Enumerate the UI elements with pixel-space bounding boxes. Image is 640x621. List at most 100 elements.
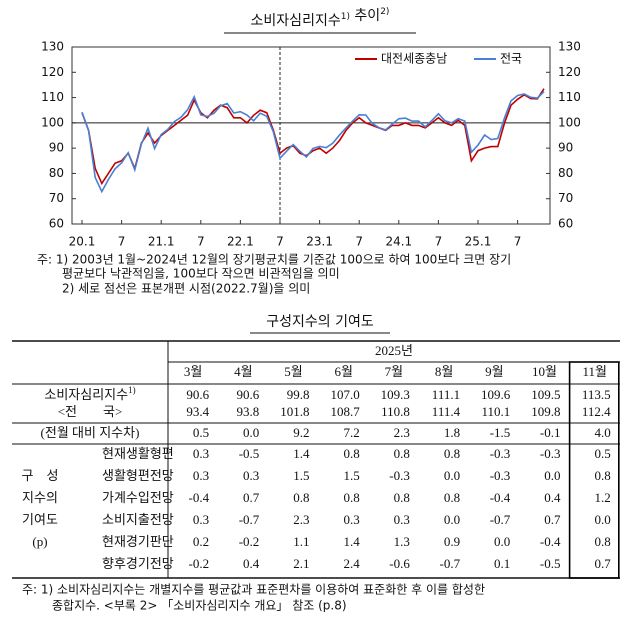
cell: 0.8 <box>594 468 610 483</box>
cell: 0.4 <box>544 490 561 505</box>
month-header: 11월 <box>582 364 606 379</box>
cell: 0.8 <box>594 534 610 549</box>
group-label: 지수의 <box>22 490 58 505</box>
cell: 93.4 <box>186 404 209 419</box>
cell: -0.7 <box>239 512 260 527</box>
cell: 1.4 <box>343 534 360 549</box>
table-title: 구성지수의 기여도 <box>266 314 374 330</box>
cell: 101.8 <box>280 404 309 419</box>
year-header: 2025년 <box>375 343 413 358</box>
cell: -0.2 <box>189 556 210 571</box>
cell: 110.8 <box>381 404 410 419</box>
y2-tick-label: 130 <box>558 40 581 54</box>
row-label: <전 국> <box>58 404 123 419</box>
cell: 1.2 <box>594 490 610 505</box>
x-tick-label: 7 <box>435 235 443 249</box>
month-header: 6월 <box>334 364 352 379</box>
x-tick-label: 7 <box>118 235 126 249</box>
cell: 0.8 <box>343 446 359 461</box>
chart-title: 소비자심리지수1) 추이2) <box>251 7 390 30</box>
y-tick-label: 110 <box>41 90 64 104</box>
cell: 0.0 <box>494 534 510 549</box>
series-line <box>81 90 545 194</box>
cell: 111.4 <box>432 404 461 419</box>
cell: 1.4 <box>293 446 310 461</box>
month-header: 8월 <box>435 364 453 379</box>
cell: 4.0 <box>594 425 610 440</box>
x-tick-label: 7 <box>514 235 522 249</box>
x-tick-label: 7 <box>197 235 205 249</box>
group-label: 기여도 <box>22 512 58 527</box>
cell: 0.5 <box>193 425 209 440</box>
cell: 90.6 <box>186 387 209 402</box>
cell: 0.0 <box>444 468 460 483</box>
cell: 90.6 <box>237 387 260 402</box>
group-label: 구 성 <box>22 468 59 483</box>
cell: 108.7 <box>330 404 360 419</box>
chart-note: 2) 세로 점선은 표본개편 시점(2022.7월)을 의미 <box>62 282 310 296</box>
cell: -0.1 <box>540 425 561 440</box>
y2-tick-label: 90 <box>558 141 573 155</box>
table-note: 종합지수. <부록 2> 「소비자심리지수 개요」 참조 (p.8) <box>52 599 347 613</box>
cell: 109.8 <box>531 404 560 419</box>
cell: 110.1 <box>482 404 511 419</box>
cell: 2.4 <box>343 556 360 571</box>
cell: 0.0 <box>444 512 460 527</box>
cell: 0.8 <box>444 446 460 461</box>
highlight-box <box>568 361 620 579</box>
cell: 0.8 <box>394 446 410 461</box>
y-tick-label: 80 <box>49 166 64 180</box>
cell: 7.2 <box>343 425 359 440</box>
cell: 0.4 <box>243 556 260 571</box>
cell: 2.3 <box>293 512 309 527</box>
sub-row-label: 가계수입전망 <box>102 490 174 505</box>
y-tick-label: 70 <box>49 191 64 205</box>
cell: -1.5 <box>490 425 511 440</box>
cell: 0.3 <box>193 446 209 461</box>
cell: 0.7 <box>594 556 611 571</box>
title-text: 추이 <box>350 8 380 24</box>
cell: -0.3 <box>540 446 561 461</box>
row-label: 소비자심리지수1) <box>44 385 135 402</box>
cell: 9.2 <box>293 425 309 440</box>
sub-row-label: 현재생활형편 <box>102 446 174 461</box>
row-label-text: <전 국> <box>58 404 123 419</box>
cell: -0.3 <box>389 468 410 483</box>
row-label: (전월 대비 지수차) <box>41 425 140 440</box>
y2-tick-label: 60 <box>558 217 573 231</box>
legend-label: 전국 <box>500 52 522 66</box>
cell: -0.3 <box>490 446 511 461</box>
cell: 1.1 <box>293 534 309 549</box>
cell: 2.1 <box>293 556 309 571</box>
cell: 0.0 <box>544 468 560 483</box>
cell: 1.8 <box>444 425 460 440</box>
cell: 2.3 <box>394 425 410 440</box>
cell: -0.4 <box>490 490 511 505</box>
cell: 109.5 <box>531 387 560 402</box>
cell: 0.8 <box>293 490 309 505</box>
cell: 0.8 <box>444 490 460 505</box>
cell: -0.4 <box>189 490 210 505</box>
row-label-sup: 1) <box>128 385 136 395</box>
x-tick-label: 22.1 <box>227 235 254 249</box>
cell: 0.3 <box>394 512 410 527</box>
cell: 107.0 <box>330 387 359 402</box>
cell: 0.9 <box>444 534 460 549</box>
row-label-text: 소비자심리지수 <box>44 387 128 402</box>
cell: 0.1 <box>494 556 510 571</box>
cell: -0.3 <box>490 468 511 483</box>
y-tick-label: 120 <box>41 65 64 79</box>
cell: 111.1 <box>432 387 460 402</box>
sub-row-label: 현재경기판단 <box>102 534 174 549</box>
cell: 113.5 <box>582 387 611 402</box>
y-tick-label: 90 <box>49 141 64 155</box>
y-tick-label: 100 <box>41 115 64 129</box>
row-label-text: (전월 대비 지수차) <box>41 425 140 440</box>
cell: 0.2 <box>193 534 209 549</box>
month-header: 7월 <box>385 364 403 379</box>
sub-row-label: 향후경기전망 <box>102 556 174 571</box>
cell: 112.4 <box>582 404 611 419</box>
